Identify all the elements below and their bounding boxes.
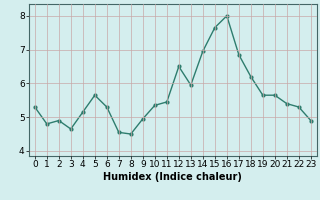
X-axis label: Humidex (Indice chaleur): Humidex (Indice chaleur) <box>103 172 242 182</box>
